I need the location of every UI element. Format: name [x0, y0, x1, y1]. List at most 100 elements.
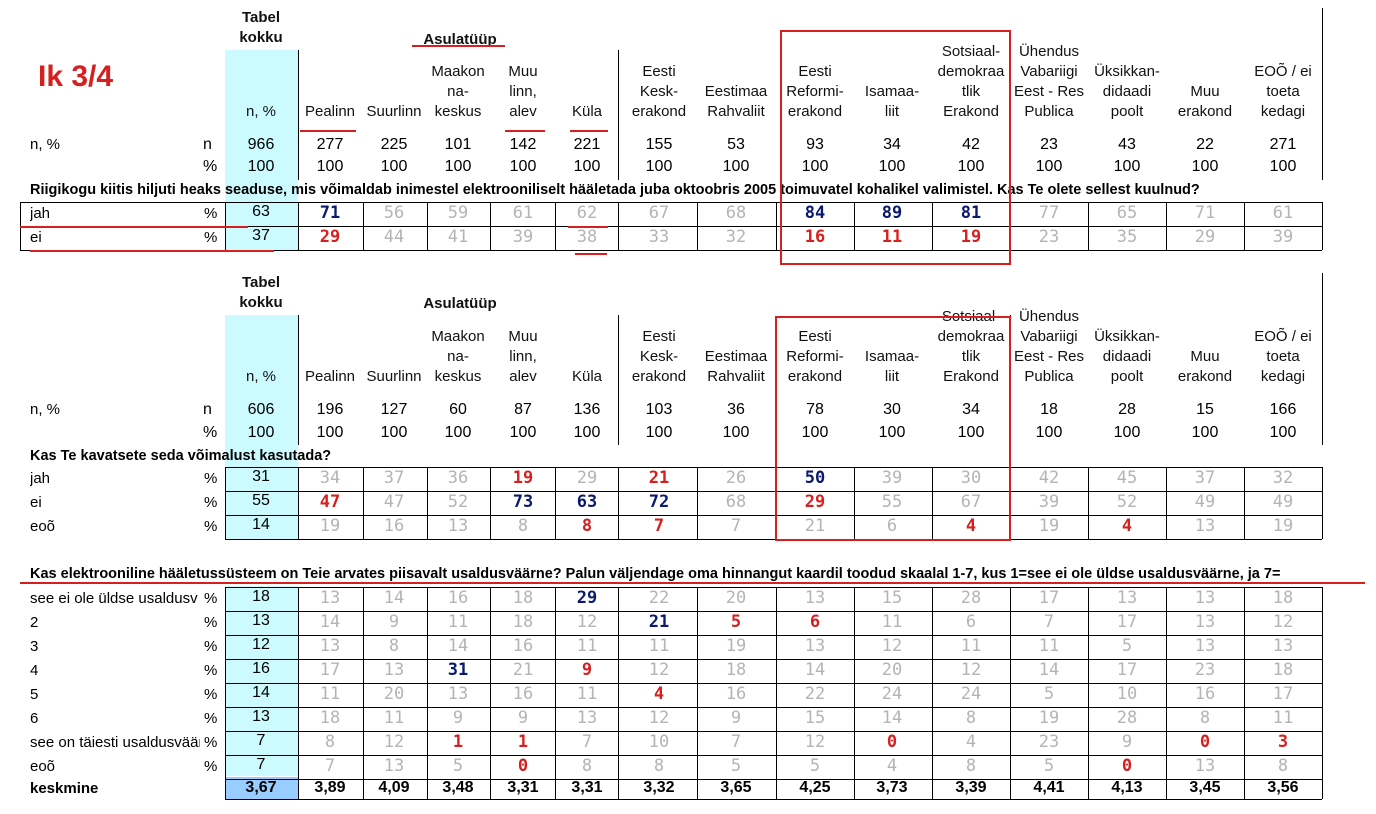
cell-value: 39 [1038, 492, 1060, 512]
row-top-line [225, 202, 1322, 203]
cell-value: 14 [252, 684, 270, 701]
cell-value: 4 [886, 756, 898, 776]
n-value: 15 [1196, 401, 1214, 418]
cell-value: 21 [648, 612, 670, 632]
col-line [1244, 202, 1245, 250]
n-value: 196 [316, 401, 344, 418]
cell-value: 36 [447, 468, 469, 488]
cell-value: 67 [648, 203, 670, 223]
cell-value: 72 [648, 492, 670, 512]
row-line [225, 539, 1322, 540]
col-header-0: n, % [245, 103, 276, 120]
cell-value: 11 [1038, 636, 1060, 656]
cell-value: 63 [252, 203, 270, 220]
col-line [1322, 587, 1323, 799]
row-label: 3 [30, 638, 39, 655]
pct-value: 100 [380, 424, 408, 441]
cell-value: 37 [383, 468, 405, 488]
cell-value: 7 [324, 756, 336, 776]
col-line [697, 587, 698, 799]
cell-value: 29 [804, 492, 826, 512]
cell-value: 12 [804, 732, 826, 752]
cell-value: 21 [804, 516, 826, 536]
question-3: Kas elektrooniline hääletussüsteem on Te… [30, 566, 1281, 582]
row-unit: % [204, 662, 218, 679]
pct-value: 100 [957, 424, 985, 441]
cell-value: 11 [576, 684, 598, 704]
mean-value: 3,39 [955, 779, 987, 796]
cell-value: 16 [804, 227, 826, 247]
row-line [225, 515, 1322, 516]
n-label-2: n, % [30, 401, 61, 418]
cell-value: 11 [648, 636, 670, 656]
cell-value: 15 [804, 708, 826, 728]
n-value: 277 [316, 136, 344, 153]
n-value: 155 [645, 136, 673, 153]
col-header-3: Maakon na-keskus [431, 63, 485, 120]
col-header-11: Ühendus Vabariigi Eest - Res Publica [1013, 308, 1085, 385]
col-header-5: Küla [571, 103, 603, 120]
cell-value: 19 [1038, 516, 1060, 536]
col-header-7: Eestimaa Rahvaliit [704, 83, 768, 120]
row-line [225, 226, 1322, 227]
col-line [776, 202, 777, 250]
pct-value: 100 [878, 424, 906, 441]
cell-value: 16 [512, 684, 534, 704]
cell-value: 14 [383, 588, 405, 608]
cell-value: 61 [1272, 203, 1294, 223]
n-value: 87 [514, 401, 532, 418]
pct-value: 100 [1191, 424, 1219, 441]
cell-value: 5 [809, 756, 821, 776]
cell-value: 18 [319, 708, 341, 728]
row-unit: % [204, 734, 218, 751]
cell-value: 24 [960, 684, 982, 704]
row-label: eoõ [30, 758, 56, 775]
cell-value: 17 [1038, 588, 1060, 608]
col-line [1322, 273, 1323, 445]
cell-value: 52 [447, 492, 469, 512]
cell-value: 7 [653, 516, 665, 536]
cell-value: 13 [383, 660, 405, 680]
cell-value: 65 [1116, 203, 1138, 223]
cell-value: 5 [730, 756, 742, 776]
cell-value: 34 [319, 468, 341, 488]
cell-value: 9 [517, 708, 529, 728]
col-line [618, 315, 619, 445]
pct-value: 100 [1035, 424, 1063, 441]
mean-value: 3,32 [643, 779, 675, 796]
n-value: 221 [573, 136, 601, 153]
cell-value: 15 [881, 588, 903, 608]
highlight-box-1 [780, 30, 1011, 265]
cell-value: 5 [730, 612, 742, 632]
cell-value: 26 [725, 468, 747, 488]
cell-value: 13 [1194, 588, 1216, 608]
cell-value: 28 [1116, 708, 1138, 728]
cell-value: 1 [517, 732, 529, 752]
col-line [427, 467, 428, 539]
pct-value: 100 [1113, 424, 1141, 441]
col-line [427, 587, 428, 799]
cell-value: 68 [725, 203, 747, 223]
n-value: 23 [1040, 136, 1058, 153]
row-line [225, 659, 1322, 660]
mean-value: 3,89 [314, 779, 346, 796]
cell-value: 14 [252, 516, 270, 533]
question-1: Riigikogu kiitis hiljuti heaks seaduse, … [30, 182, 1200, 198]
col-header-8: Eesti Reformi-erakond [786, 328, 844, 385]
n-value: 60 [449, 401, 467, 418]
row-unit: % [204, 758, 218, 775]
n-value: 34 [883, 136, 901, 153]
cell-value: 81 [960, 203, 982, 223]
mean-value: 4,09 [378, 779, 410, 796]
cell-value: 16 [512, 636, 534, 656]
col-line [298, 587, 299, 799]
asulatuup-header: Asulatüüp [423, 295, 497, 312]
cell-value: 11 [576, 636, 598, 656]
row-line [225, 250, 1322, 251]
n-value: 127 [380, 401, 408, 418]
n-unit-1: n [203, 136, 212, 153]
col-header-10: Sotsiaal-demokraa tlik Erakond [937, 308, 1005, 385]
cell-value: 23 [1194, 660, 1216, 680]
cell-value: 13 [447, 516, 469, 536]
cell-value: 7 [730, 732, 742, 752]
